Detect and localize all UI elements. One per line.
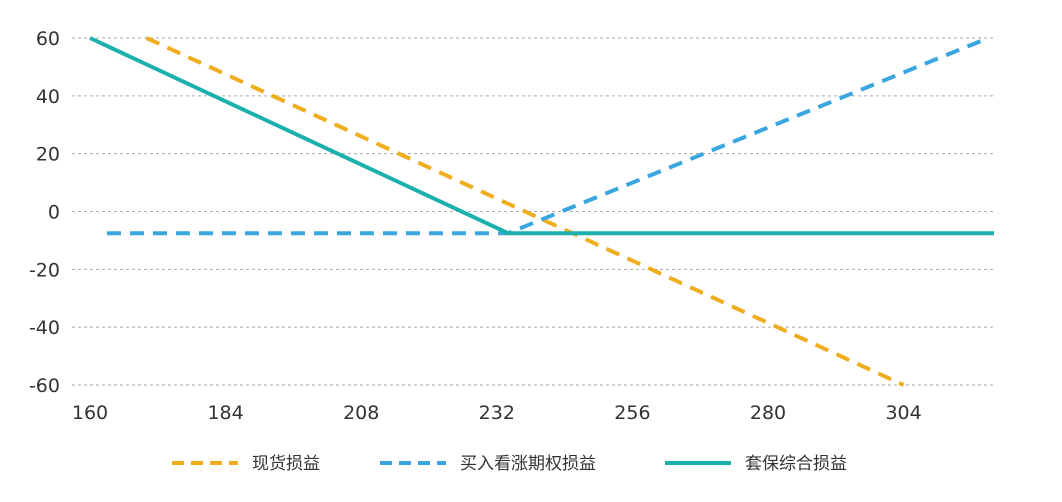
x-tick-label: 256 xyxy=(614,402,650,424)
legend: 现货损益 买入看涨期权损益 套保综合损益 xyxy=(172,454,847,474)
y-axis-ticks: 60 40 20 0 -20 -40 -60 xyxy=(29,28,60,397)
x-tick-label: 208 xyxy=(343,402,379,424)
series-line-1 xyxy=(106,36,990,236)
series-line-0 xyxy=(145,36,905,387)
series-line-2 xyxy=(89,36,994,236)
y-tick-label: -40 xyxy=(29,317,60,339)
y-tick-label: 0 xyxy=(48,202,60,224)
grid-lines xyxy=(72,37,994,386)
x-tick-label: 280 xyxy=(750,402,786,424)
y-tick-label: 20 xyxy=(36,144,60,166)
series-lines xyxy=(89,36,994,387)
x-tick-label: 184 xyxy=(207,402,243,424)
legend-label: 买入看涨期权损益 xyxy=(460,454,596,474)
y-tick-label: 40 xyxy=(36,86,60,108)
y-tick-label: -60 xyxy=(29,375,60,397)
x-tick-label: 304 xyxy=(885,402,921,424)
y-tick-label: -20 xyxy=(29,259,60,281)
x-tick-label: 160 xyxy=(72,402,108,424)
legend-label: 现货损益 xyxy=(252,454,320,474)
x-tick-label: 232 xyxy=(479,402,515,424)
x-axis-ticks: 160 184 208 232 256 280 304 xyxy=(72,402,922,424)
y-tick-label: 60 xyxy=(36,28,60,50)
legend-label: 套保综合损益 xyxy=(745,454,847,474)
